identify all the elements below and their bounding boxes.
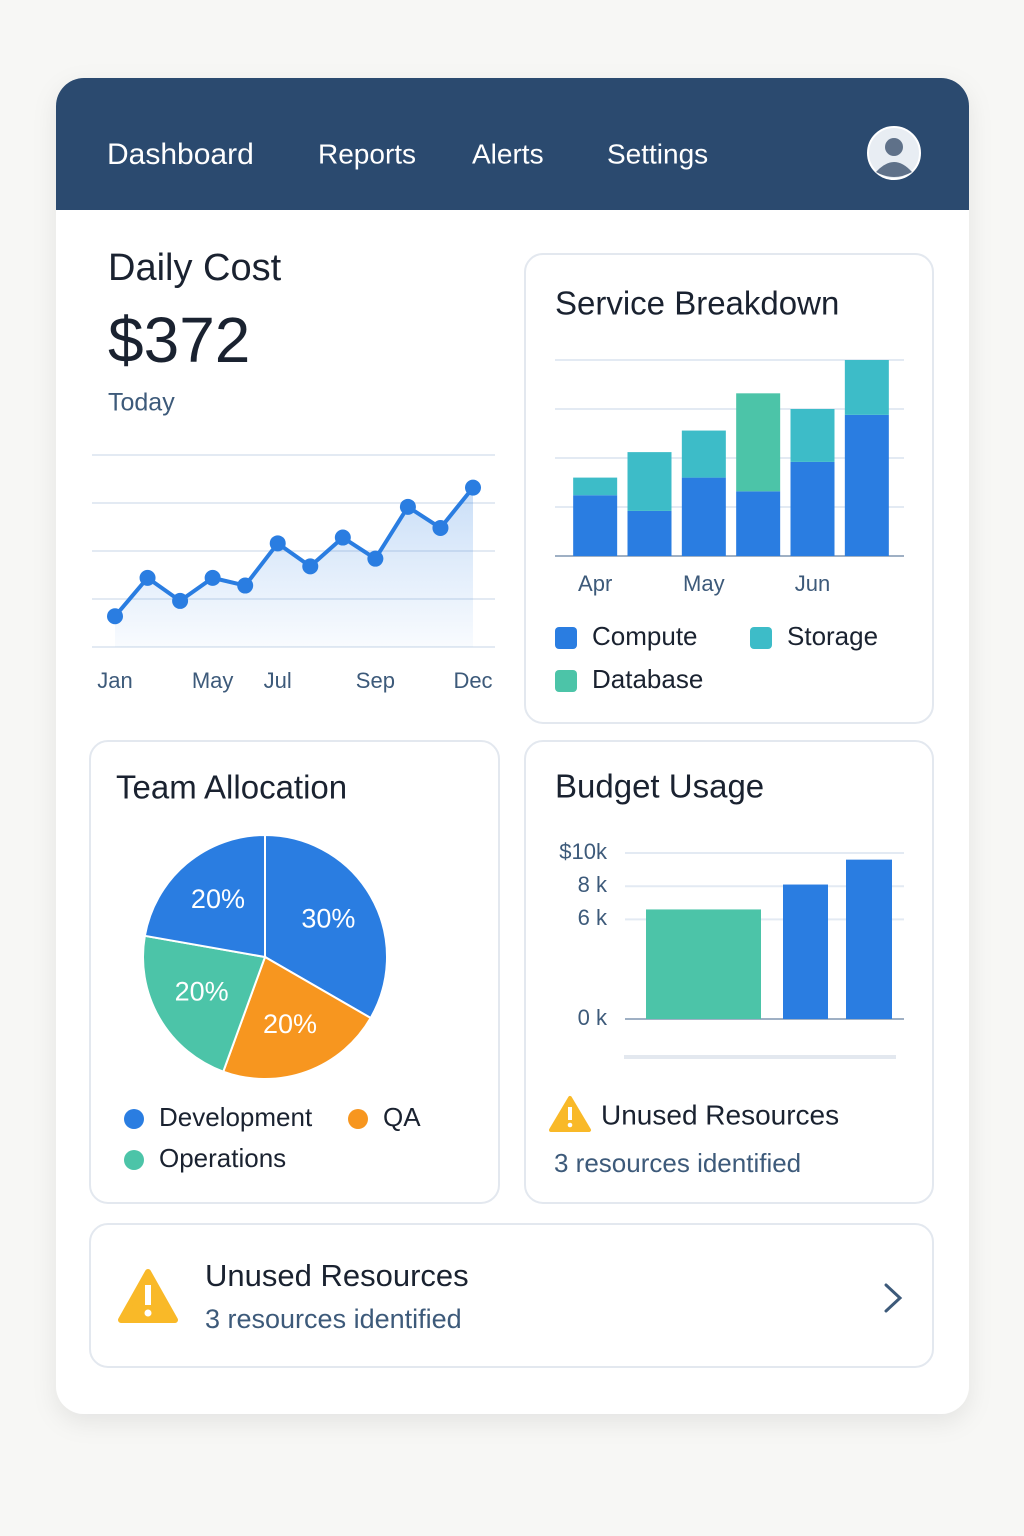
y-tick-label: 0 k [578, 1005, 608, 1030]
slice-label: 30% [301, 904, 355, 934]
point [237, 577, 254, 594]
legend-swatch [124, 1150, 144, 1170]
point [367, 550, 384, 567]
x-tick-label: Sep [356, 668, 395, 693]
bar [846, 859, 892, 1019]
legend-label: Operations [159, 1143, 286, 1173]
bar-segment [844, 414, 889, 556]
alert-title: Unused Resources [205, 1258, 469, 1293]
note-title: Unused Resources [601, 1099, 839, 1130]
y-tick-label: 8 k [578, 872, 608, 897]
nav-item[interactable]: Reports [318, 138, 416, 169]
bar-segment [573, 495, 618, 556]
card-title: Team Allocation [116, 769, 347, 806]
nav-item[interactable]: Settings [607, 138, 708, 169]
pie-slice [221, 955, 373, 1080]
legend-label: QA [383, 1102, 421, 1132]
y-tick-label: $10k [559, 839, 608, 864]
avatar[interactable] [867, 126, 921, 180]
alert-card[interactable] [89, 1223, 934, 1368]
bar-segment [573, 477, 618, 496]
bar [646, 909, 761, 1019]
point [107, 608, 123, 625]
pie-slice [264, 833, 388, 1020]
point [172, 592, 189, 609]
x-tick-label: May [192, 668, 234, 693]
nav-bar [56, 78, 969, 210]
alert-subtitle: 3 resources identified [205, 1304, 462, 1334]
bar-segment [790, 409, 835, 462]
bar-segment [736, 491, 781, 556]
legend-label: Development [159, 1102, 313, 1132]
x-tick-label: Dec [453, 668, 492, 693]
point [269, 535, 286, 552]
legend-swatch [555, 627, 577, 649]
x-tick-label: May [683, 571, 725, 596]
kpi-amount: $372 [108, 304, 250, 376]
card [524, 253, 934, 724]
bar-segment [736, 393, 781, 492]
legend-label: Database [592, 664, 703, 694]
slice-label: 20% [175, 977, 229, 1007]
slice-label: 20% [191, 884, 245, 914]
point [432, 519, 449, 536]
bar-segment [627, 510, 672, 556]
legend-swatch [555, 670, 577, 692]
bar-segment [681, 430, 726, 478]
pie-slice [143, 833, 266, 959]
legend-label: Compute [592, 621, 698, 651]
card-title: Budget Usage [555, 768, 764, 805]
nav-item[interactable]: Dashboard [107, 138, 254, 171]
legend-swatch [348, 1109, 368, 1129]
bar [783, 884, 828, 1019]
bar-segment [681, 477, 726, 556]
area [115, 487, 473, 647]
x-tick-label: Apr [578, 571, 612, 596]
note-subtitle: 3 resources identified [554, 1148, 801, 1178]
x-tick-label: Jan [97, 668, 132, 693]
legend-label: Storage [787, 621, 878, 651]
nav-item[interactable]: Alerts [472, 138, 544, 169]
chevron[interactable] [884, 1283, 903, 1313]
point [399, 498, 416, 515]
point [334, 529, 351, 546]
warning-icon [549, 1096, 591, 1132]
card-title: Daily Cost [108, 247, 282, 289]
legend-swatch [124, 1109, 144, 1129]
legend-swatch [750, 627, 772, 649]
point [302, 558, 319, 575]
x-tick-label: Jul [264, 668, 292, 693]
pie-slice [142, 934, 267, 1073]
x-tick-label: Jun [795, 571, 830, 596]
point [204, 569, 221, 586]
bar-segment [844, 360, 889, 415]
warning-icon [118, 1269, 178, 1323]
slice-label: 20% [263, 1009, 317, 1039]
kpi-period: Today [108, 389, 175, 417]
card-title: Service Breakdown [555, 285, 839, 322]
bar-segment [790, 461, 835, 556]
point [139, 569, 156, 586]
point [465, 479, 481, 496]
bar-segment [627, 452, 672, 511]
y-tick-label: 6 k [578, 905, 608, 930]
